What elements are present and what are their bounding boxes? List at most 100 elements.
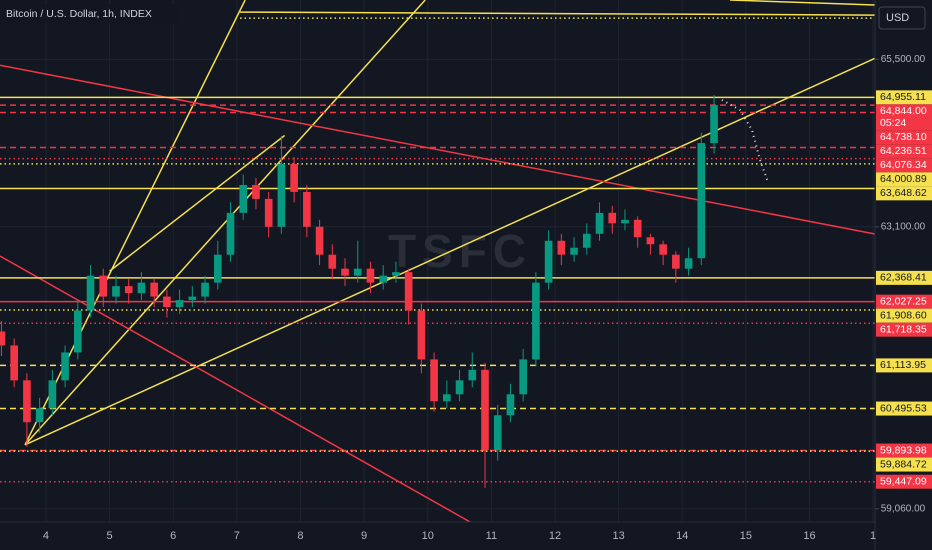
candle-body <box>35 408 44 423</box>
candle-body <box>0 331 6 346</box>
candle-body <box>124 286 133 294</box>
trend-line <box>24 0 426 446</box>
candle-body <box>328 254 337 269</box>
candle-body <box>392 272 400 276</box>
level-label-box <box>876 158 932 173</box>
candle-body <box>582 233 591 248</box>
x-tick-label: 1 <box>870 530 876 542</box>
candle-body <box>86 275 95 311</box>
level-label-box <box>876 401 932 416</box>
level-label-box <box>876 294 932 309</box>
level-label-box <box>876 130 932 145</box>
candle-body <box>226 212 235 255</box>
candle-body <box>10 345 19 381</box>
x-tick-label: 10 <box>422 530 434 542</box>
candle-body <box>366 268 375 283</box>
candle-body <box>239 184 248 213</box>
x-tick-label: 6 <box>170 530 176 542</box>
candle-body <box>252 184 260 199</box>
candle-body <box>595 212 604 234</box>
candle-body <box>290 163 298 192</box>
title-bg <box>0 4 178 24</box>
chart-title: Bitcoin / U.S. Dollar, 1h, INDEX <box>6 8 152 20</box>
y-tick-label: 59,060.00 <box>881 503 926 514</box>
candle-body <box>188 296 197 301</box>
x-tick-label: 13 <box>612 530 624 542</box>
x-tick-label: 15 <box>740 530 752 542</box>
level-label: 64,844.00 <box>880 105 927 117</box>
candle-body <box>73 310 82 353</box>
candle-body <box>468 369 477 381</box>
candle-body <box>621 219 629 224</box>
level-label-box <box>876 90 932 105</box>
level-label-box <box>876 474 932 489</box>
level-label: 61,113.95 <box>880 359 926 371</box>
axes: 4 5 6 7 8 9 10 11 12 13 14 15 16 1 65,500.00 63,100.00 5… <box>43 54 932 542</box>
level-label-box <box>876 104 932 131</box>
level-label-box <box>876 358 932 373</box>
candle-body <box>646 237 655 245</box>
candle-body <box>532 282 540 360</box>
x-tick-label: 7 <box>234 530 240 542</box>
x-tick-label: 11 <box>486 530 497 542</box>
level-label: 62,027.25 <box>880 295 927 307</box>
candle-body <box>137 282 146 294</box>
level-label: 64,076.34 <box>880 159 927 171</box>
candle-body <box>443 394 451 402</box>
level-label: 64,236.51 <box>880 145 927 157</box>
level-label-box <box>876 144 932 159</box>
level-label: 64,955.11 <box>880 91 926 103</box>
candle-body <box>430 359 438 402</box>
candle-body <box>264 198 273 227</box>
x-tick-label: 8 <box>297 530 303 542</box>
candle-body <box>493 415 502 451</box>
level-label-box <box>876 172 932 187</box>
level-label: 59,884.72 <box>880 458 927 470</box>
level-label: 61,718.35 <box>880 323 927 335</box>
candle-body <box>353 268 362 276</box>
candle-body <box>303 191 311 227</box>
level-label-box <box>876 186 932 201</box>
x-tick-label: 14 <box>676 530 688 542</box>
candle-body <box>277 163 286 227</box>
candle-body <box>23 380 31 423</box>
y-tick-label: 65,500.00 <box>881 54 926 65</box>
candle-body <box>112 286 120 297</box>
level-label-box <box>876 443 932 458</box>
candle-body <box>417 310 426 360</box>
candle-body <box>608 212 617 224</box>
x-tick-label: 4 <box>43 530 49 542</box>
trend-line <box>0 64 875 235</box>
level-label: 63,648.62 <box>880 187 927 199</box>
x-tick-label: 9 <box>361 530 367 542</box>
level-label-box <box>876 457 932 472</box>
candle-body <box>557 240 566 255</box>
trend-line <box>24 57 875 446</box>
candle-body <box>379 275 388 283</box>
trend-line <box>109 134 286 272</box>
candle-body <box>659 244 667 255</box>
level-label-box <box>876 308 932 323</box>
candle-body <box>506 394 515 416</box>
x-tick-label: 16 <box>803 530 815 542</box>
x-tick-label: 5 <box>107 530 113 542</box>
candle-body <box>99 275 108 297</box>
level-label: 62,368.41 <box>880 272 927 284</box>
candle-body <box>455 380 464 395</box>
candle-body <box>341 268 349 276</box>
level-label-box <box>876 270 932 285</box>
level-label-box <box>876 322 932 337</box>
candle-body <box>163 296 171 308</box>
candle-body <box>481 369 489 451</box>
plot-area <box>0 0 875 522</box>
level-label: 64,738.10 <box>880 131 927 143</box>
candle-body <box>48 380 57 409</box>
currency-box[interactable] <box>878 6 926 30</box>
candle-body <box>150 282 158 297</box>
candle-body <box>544 240 553 283</box>
trend-line <box>0 255 471 522</box>
candle-body <box>61 352 69 381</box>
level-label: 59,447.09 <box>880 476 927 488</box>
candle-body <box>697 143 706 259</box>
